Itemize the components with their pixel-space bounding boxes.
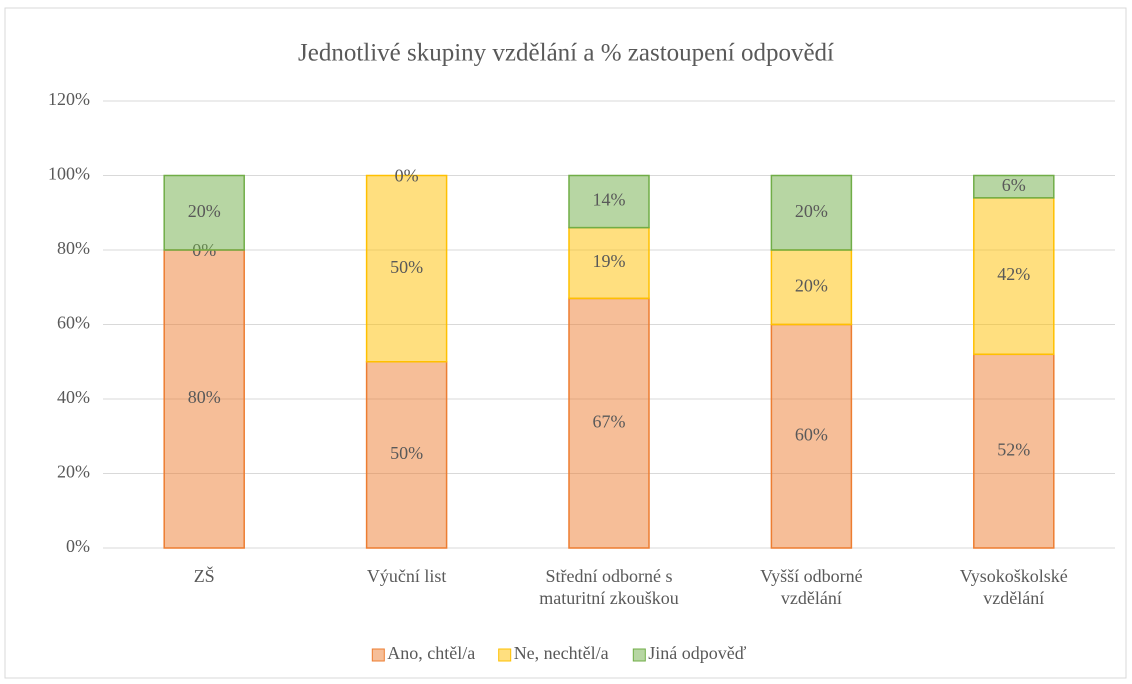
bar-segment: [568, 174, 650, 229]
bar-segment: [365, 174, 448, 363]
y-tick-label: 60%: [57, 313, 90, 333]
legend-swatch: [371, 648, 385, 662]
data-label: 20%: [188, 201, 221, 221]
y-tick-label: 120%: [48, 89, 90, 109]
bar-segment: [973, 174, 1055, 199]
bar-segment: [568, 226, 650, 300]
bar-segment: [770, 174, 853, 251]
x-tick-label: Vyšší odborné vzdělání: [760, 566, 863, 608]
x-tick-label: Střední odborné s maturitní zkouškou: [539, 566, 678, 608]
legend-label: Jiná odpověď: [648, 643, 746, 663]
chart-title: Jednotlivé skupiny vzdělání a % zastoupe…: [298, 40, 834, 67]
bar-segment: [568, 297, 650, 549]
y-tick-label: 100%: [48, 164, 90, 184]
data-label: 80%: [188, 387, 221, 407]
legend-label: Ne, nechtěl/a: [514, 643, 609, 663]
bar-segment: [163, 174, 245, 251]
data-label: 6%: [1002, 175, 1026, 195]
y-tick-label: 80%: [57, 238, 90, 258]
data-label: 67%: [593, 411, 626, 431]
data-label: 60%: [795, 424, 828, 444]
data-label: 50%: [390, 257, 423, 277]
bar-segment: [163, 249, 245, 549]
y-tick-label: 20%: [57, 462, 90, 482]
legend-swatch: [498, 648, 512, 662]
legend-label: Ano, chtěl/a: [387, 643, 475, 663]
data-label: 20%: [795, 201, 828, 221]
data-label: 0%: [395, 166, 419, 186]
y-tick-label: 40%: [57, 387, 90, 407]
x-tick-label: Výuční list: [367, 566, 447, 586]
bar-segment: [365, 361, 448, 549]
data-label: 52%: [997, 439, 1030, 459]
bar-segment: [770, 323, 853, 549]
data-label: 42%: [997, 264, 1030, 284]
x-tick-label: ZŠ: [194, 565, 215, 586]
y-tick-label: 0%: [66, 536, 90, 556]
legend-swatch: [632, 648, 646, 662]
x-tick-label: Vysokoškolské vzdělání: [960, 566, 1068, 608]
data-label: 14%: [593, 190, 626, 210]
data-label: 50%: [390, 443, 423, 463]
bar-segment: [770, 249, 853, 326]
data-label: 19%: [593, 251, 626, 271]
data-label: 20%: [795, 275, 828, 295]
